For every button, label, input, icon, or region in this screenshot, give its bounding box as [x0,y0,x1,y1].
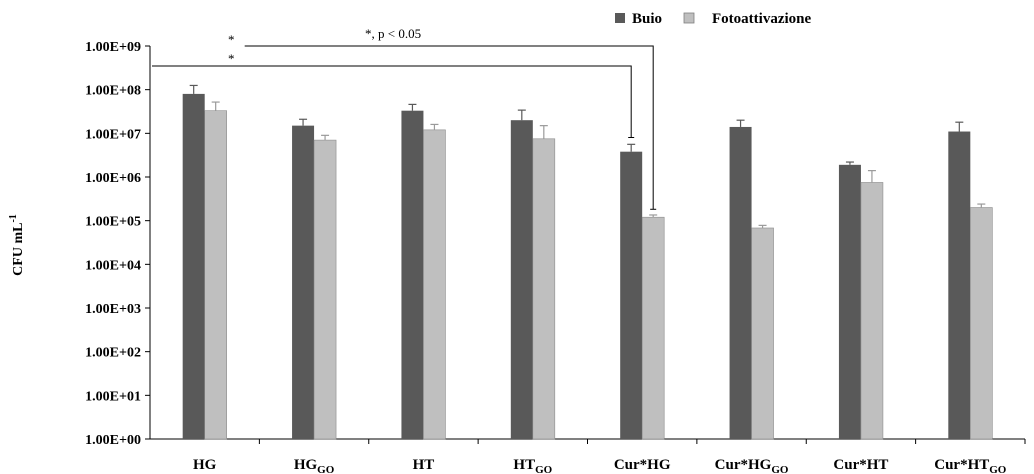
bar-fotoattivazione [423,129,446,440]
y-axis-label-exponent: -1 [8,214,19,222]
y-tick-label: 1.00E+03 [85,302,141,317]
y-tick-label: 1.00E+09 [85,40,141,55]
bar-fotoattivazione [204,110,227,440]
svg-text:CFU mL-1: CFU mL-1 [8,214,26,276]
y-tick-label: 1.00E+06 [85,171,141,186]
bar-buio [510,120,533,439]
x-tick-label-main: HT [513,457,535,473]
bar-fotoattivazione [860,182,884,440]
bar-buio [620,151,643,439]
significance-label: *, p < 0.05 [365,26,421,41]
x-axis: HG HGGO HT HTGO Cur*HG Cur*HGGO Cur*HT Cur*HTGO [193,439,1026,474]
x-tick-label: HGGO [294,457,335,474]
x-tick-label: Cur*HGGO [715,457,789,474]
bar-buio [729,126,752,440]
bars [182,84,993,440]
significance-annotations: * *, p < 0.05 * [152,26,657,210]
bar-buio [401,110,424,439]
x-tick-label: HT [413,457,435,473]
y-tick-label: 1.00E+00 [85,433,141,448]
y-tick-label: 1.00E+02 [85,346,141,361]
x-tick-label-main: HG [193,457,217,473]
y-tick-label: 1.00E+01 [85,389,141,404]
y-tick-label: 1.00E+04 [85,258,141,273]
bar-buio [948,131,971,439]
bar-buio [838,164,861,439]
y-tick-label: 1.00E+05 [85,215,141,230]
x-tick-label-main: Cur*HT [934,457,989,473]
bar-fotoattivazione [641,216,665,440]
significance-bracket-lower [152,65,632,138]
x-tick-label-main: Cur*HT [833,457,888,473]
x-tick-label-sub: GO [989,464,1007,474]
x-tick-label: Cur*HTGO [934,457,1007,474]
x-tick-label-main: HG [294,457,318,473]
legend-swatch-fotoattivazione [683,12,695,24]
y-tick-label: 1.00E+08 [85,84,141,99]
x-tick-label: Cur*HG [614,457,671,473]
x-tick-label-main: Cur*HG [715,457,772,473]
legend-label-fotoattivazione: Fotoattivazione [712,11,811,27]
bar-fotoattivazione [970,207,993,440]
legend: Buio Fotoattivazione [615,11,811,27]
legend-label-buio: Buio [632,11,662,27]
bar-fotoattivazione [313,139,337,440]
y-tick-label: 1.00E+07 [85,127,141,142]
y-axis-title: CFU mL-1 [8,214,26,276]
significance-bracket-upper [244,45,654,210]
y-axis-label: CFU mL [11,223,26,276]
x-tick-label: HG [193,457,217,473]
x-tick-label-sub: GO [317,464,335,474]
x-tick-label: HTGO [513,457,552,474]
x-tick-label-sub: GO [535,464,553,474]
bar-buio [292,125,315,439]
y-axis: 1.00E+00 1.00E+01 1.00E+02 1.00E+03 1.00E+04… [85,40,1025,448]
x-tick-label-main: Cur*HG [614,457,671,473]
x-tick-label-main: HT [413,457,435,473]
legend-swatch-buio [615,13,625,23]
significance-label: * [228,32,235,47]
bar-fotoattivazione [532,138,556,440]
bar-fotoattivazione [751,227,774,440]
bar-buio [182,93,205,439]
significance-label: * [228,51,235,66]
x-tick-label-sub: GO [771,464,789,474]
x-tick-label: Cur*HT [833,457,888,473]
